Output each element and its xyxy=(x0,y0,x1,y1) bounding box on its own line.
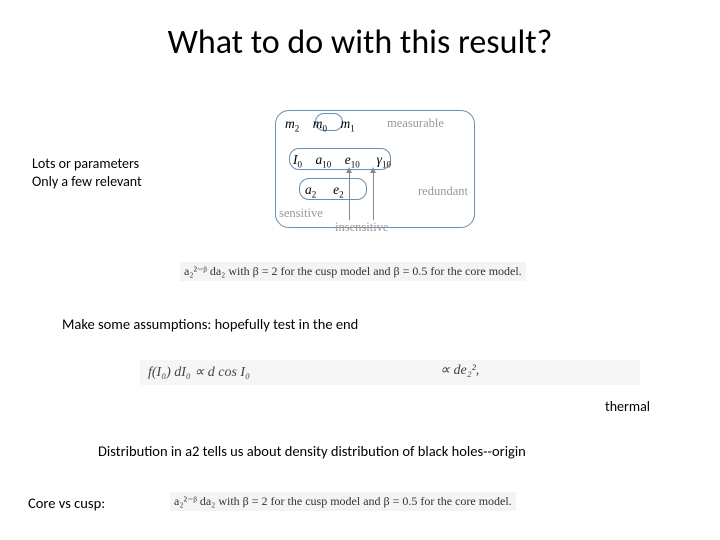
left-note-line1: Lots or parameters xyxy=(32,155,142,173)
m2: m xyxy=(285,116,295,131)
diagram-row2: I0 a10 e10 γ10 xyxy=(293,152,391,170)
parameter-diagram: m2 m0 m1 I0 a10 e10 γ10 a2 e2 measurable… xyxy=(275,110,485,250)
label-measurable: measurable xyxy=(387,116,444,131)
left-note-line2: Only a few relevant xyxy=(32,173,142,191)
page-title: What to do with this result? xyxy=(0,0,720,63)
arrow-icon xyxy=(373,172,374,220)
label-redundant: redundant xyxy=(418,184,468,199)
thermal-label: thermal xyxy=(605,398,650,415)
a2: a xyxy=(305,182,312,197)
label-sensitive: sensitive xyxy=(279,206,323,221)
diagram-row3: a2 e2 xyxy=(305,182,344,200)
caption-beta-2: a₂²⁻ᵝ da₂ with β = 2 for the cusp model … xyxy=(170,492,516,511)
slide: What to do with this result? Lots or par… xyxy=(0,0,720,540)
distribution-text: Distribution in a2 tells us about densit… xyxy=(98,442,526,460)
arrow-icon xyxy=(349,172,350,220)
m1: m xyxy=(341,116,351,131)
diagram-row1: m2 m0 m1 xyxy=(285,116,355,134)
assumptions-text: Make some assumptions: hopefully test in… xyxy=(62,315,358,333)
formula-prop: ∝ de₂², xyxy=(440,362,479,379)
caption-beta-1: a₂²⁻ᵝ da₂ with β = 2 for the cusp model … xyxy=(180,262,526,281)
m0: m xyxy=(313,116,323,131)
left-note: Lots or parameters Only a few relevant xyxy=(32,155,142,191)
label-insensitive: insensitive xyxy=(335,220,388,235)
formula-f: f(I₀) dI₀ ∝ d cos I₀ xyxy=(140,360,640,385)
core-vs-cusp-label: Core vs cusp: xyxy=(28,494,105,512)
